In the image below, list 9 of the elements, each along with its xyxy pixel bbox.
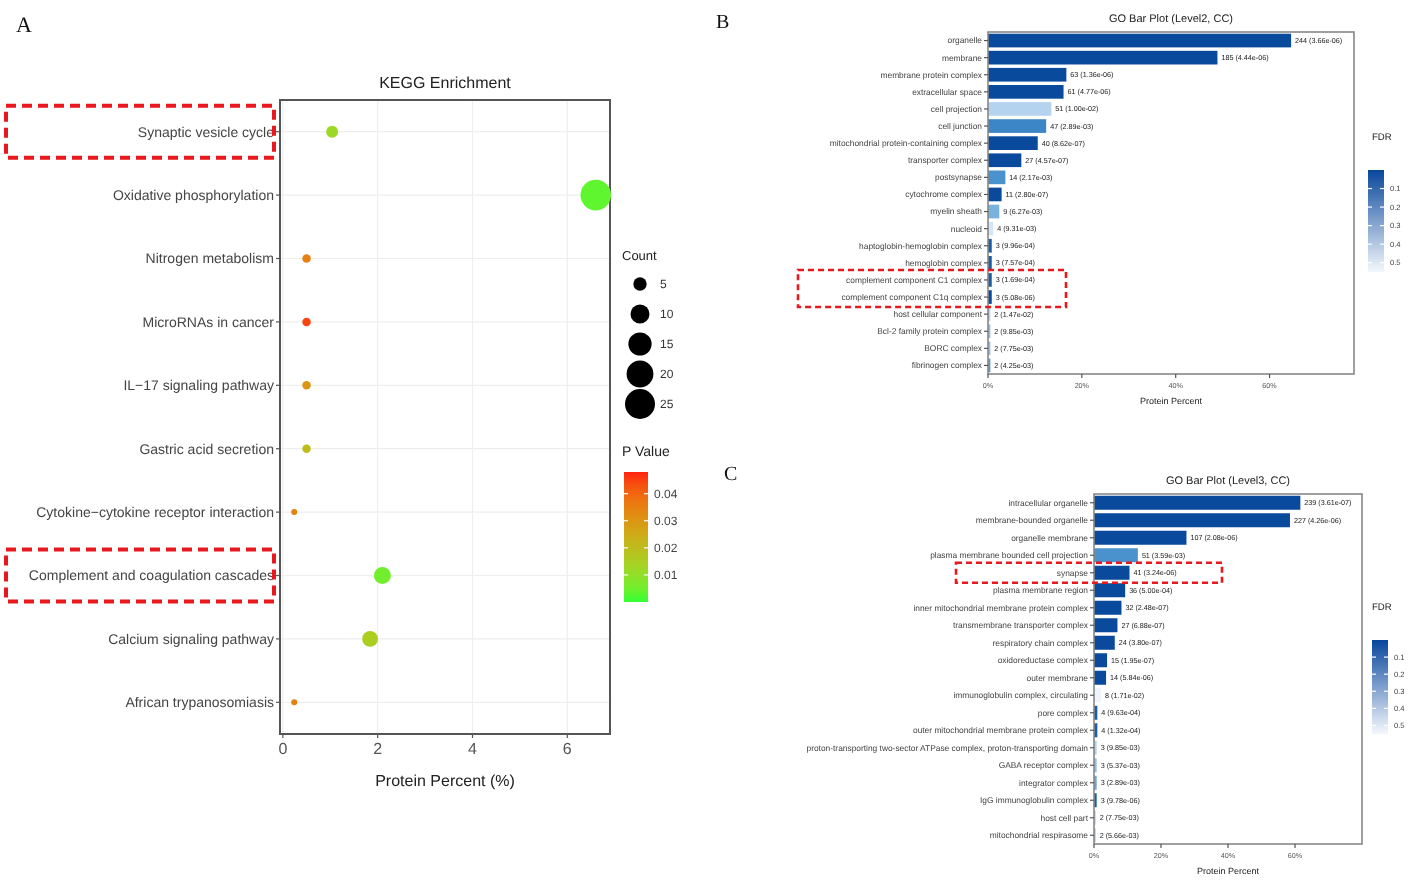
text: A xyxy=(16,14,32,38)
text: C xyxy=(724,464,738,486)
x-tick-label: 6 xyxy=(562,740,573,758)
chart-title: KEGG Enrichment xyxy=(379,74,513,92)
x-tick-label: 2 xyxy=(373,740,384,758)
x-tick-label: 4 xyxy=(468,740,479,758)
text: B xyxy=(716,12,730,34)
x-tick-label: 0 xyxy=(278,740,289,758)
x-axis-title: Protein Percent (%) xyxy=(375,772,516,790)
